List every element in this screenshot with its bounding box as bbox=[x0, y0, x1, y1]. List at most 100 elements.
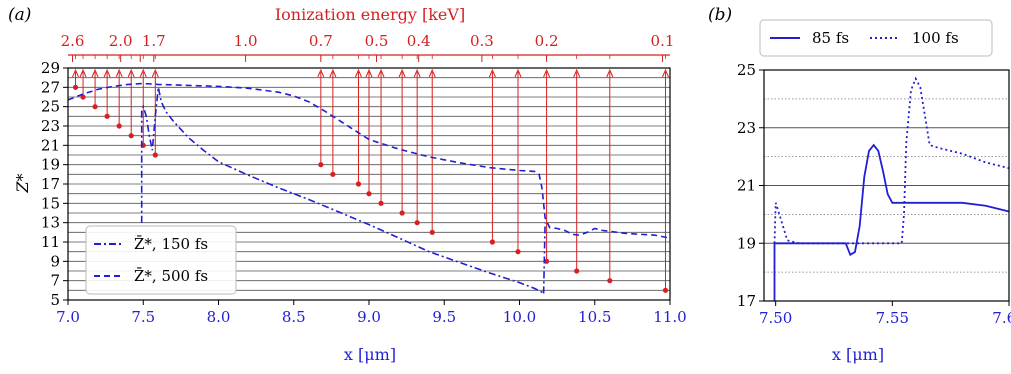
ionization-dot bbox=[414, 220, 420, 226]
ionization-dot bbox=[128, 133, 134, 139]
legend: 85 fs 100 fs bbox=[759, 19, 993, 57]
ionization-arrowhead bbox=[355, 68, 362, 78]
y-tick-label: 21 bbox=[41, 136, 60, 154]
x-tick-label: 7.50 bbox=[759, 309, 792, 327]
ionization-arrowhead bbox=[543, 68, 551, 78]
y-tick-label: 19 bbox=[41, 156, 60, 174]
y-tick-label: 21 bbox=[737, 177, 756, 195]
x-ticks: 7.50 7.55 7.60 bbox=[759, 301, 1011, 327]
x-tick-label: 8.0 bbox=[207, 308, 231, 326]
y-tick-label: 23 bbox=[41, 117, 60, 135]
y-tick-label: 23 bbox=[737, 119, 756, 137]
ionization-dot bbox=[543, 258, 550, 264]
y-tick-label: 25 bbox=[737, 61, 756, 79]
x-axis-label: x [μm] bbox=[344, 345, 396, 364]
ionization-dot bbox=[152, 152, 158, 158]
data-series bbox=[773, 76, 1010, 301]
legend-box bbox=[85, 225, 237, 295]
y-ticks: 17 19 21 23 25 bbox=[737, 61, 764, 310]
y-tick-label: 5 bbox=[50, 291, 60, 309]
ionization-arrowhead bbox=[488, 68, 496, 78]
ionization-dot bbox=[378, 200, 384, 206]
x-tick-label: 8.5 bbox=[282, 308, 306, 326]
ionization-dot bbox=[662, 287, 669, 293]
series-line-85fs bbox=[773, 143, 1010, 301]
legend-label-85fs: 85 fs bbox=[812, 29, 849, 47]
y-tick-label: 19 bbox=[737, 234, 756, 252]
series-line-100fs bbox=[773, 76, 1010, 245]
top-axis-tick-label: 1.7 bbox=[142, 32, 166, 50]
x-tick-label: 7.60 bbox=[992, 309, 1011, 327]
top-axis-tick-label: 0.2 bbox=[535, 32, 559, 50]
ionization-dot bbox=[355, 181, 362, 187]
y-tick-label: 25 bbox=[41, 98, 60, 116]
ionization-markers bbox=[72, 68, 669, 293]
ionization-dot bbox=[429, 229, 435, 235]
top-axis-tick-label: 2.6 bbox=[61, 32, 85, 50]
x-tick-label: 7.55 bbox=[876, 309, 909, 327]
y-tick-label: 17 bbox=[41, 175, 60, 193]
legend-label-100fs: 100 fs bbox=[912, 29, 959, 47]
ionization-dot bbox=[607, 278, 613, 284]
ionization-arrowhead bbox=[151, 68, 159, 78]
ionization-dot bbox=[489, 239, 496, 245]
ionization-dot bbox=[72, 84, 79, 90]
ionization-arrowhead bbox=[398, 68, 406, 78]
ionization-arrowhead bbox=[115, 68, 123, 78]
ionization-dot bbox=[116, 123, 122, 129]
x-tick-label: 11.0 bbox=[653, 308, 686, 326]
ionization-dot bbox=[515, 249, 521, 255]
y-tick-label: 17 bbox=[737, 292, 756, 310]
ionization-dot bbox=[104, 113, 110, 119]
y-tick-label: 29 bbox=[41, 59, 60, 77]
x-tick-label: 7.0 bbox=[56, 308, 80, 326]
panel-a-label: (a) bbox=[8, 5, 31, 25]
ionization-dot bbox=[318, 162, 324, 168]
top-axis-tick-label: 0.4 bbox=[407, 32, 431, 50]
top-axis-tick-label: 0.1 bbox=[651, 32, 675, 50]
ionization-arrowhead bbox=[79, 68, 87, 78]
y-tick-label: 13 bbox=[41, 214, 60, 232]
x-tick-label: 10.5 bbox=[578, 308, 611, 326]
ionization-dot bbox=[330, 171, 336, 177]
y-axis-label: Z* bbox=[13, 173, 32, 193]
ionization-arrowhead bbox=[72, 68, 79, 78]
series-line-500fs bbox=[67, 82, 671, 239]
y-tick-label: 27 bbox=[41, 78, 60, 96]
ionization-arrowhead bbox=[514, 68, 522, 78]
ionization-arrowhead bbox=[662, 68, 669, 78]
ionization-arrowhead bbox=[413, 68, 421, 78]
ionization-arrowhead bbox=[365, 68, 373, 78]
series-line-150fs bbox=[140, 87, 546, 297]
x-ticks: 7.0 7.5 8.0 8.5 9.0 9.5 10.0 10.5 11.0 bbox=[56, 300, 687, 326]
legend: Z̄*, 150 fs Z̄*, 500 fs bbox=[85, 225, 237, 295]
ionization-arrowhead bbox=[317, 68, 325, 78]
ionization-arrowhead bbox=[91, 68, 99, 78]
top-axis-tick-label: 0.7 bbox=[309, 32, 333, 50]
x-tick-label: 9.5 bbox=[432, 308, 456, 326]
top-axis-tick-label: 0.5 bbox=[365, 32, 389, 50]
panel-a: (a) Ionization energy [keV] Z* x [μm] 7.… bbox=[8, 5, 687, 364]
ionization-arrowhead bbox=[139, 68, 147, 78]
panel-b-label: (b) bbox=[708, 5, 732, 25]
top-axis-tick-label: 2.0 bbox=[109, 32, 133, 50]
top-axis-tick-label: 0.3 bbox=[470, 32, 494, 50]
x-tick-label: 9.0 bbox=[357, 308, 381, 326]
ionization-dot bbox=[80, 94, 86, 100]
y-tick-label: 15 bbox=[41, 194, 60, 212]
ionization-arrowhead bbox=[606, 68, 614, 78]
legend-label-500fs: Z̄*, 500 fs bbox=[134, 267, 208, 285]
ionization-dot bbox=[92, 104, 98, 110]
legend-label-150fs: Z̄*, 150 fs bbox=[134, 235, 208, 253]
ionization-arrowhead bbox=[329, 68, 337, 78]
ionization-arrowhead bbox=[573, 68, 581, 78]
x-tick-label: 7.5 bbox=[131, 308, 155, 326]
data-series bbox=[67, 82, 671, 297]
panel-b: (b) 85 fs 100 fs x [μm] 7.507.557.60 171… bbox=[708, 5, 1011, 364]
ionization-dot bbox=[399, 210, 405, 216]
y-tick-label: 11 bbox=[41, 233, 60, 251]
ionization-arrowhead bbox=[428, 68, 436, 78]
x-axis-label: x [μm] bbox=[832, 345, 884, 364]
